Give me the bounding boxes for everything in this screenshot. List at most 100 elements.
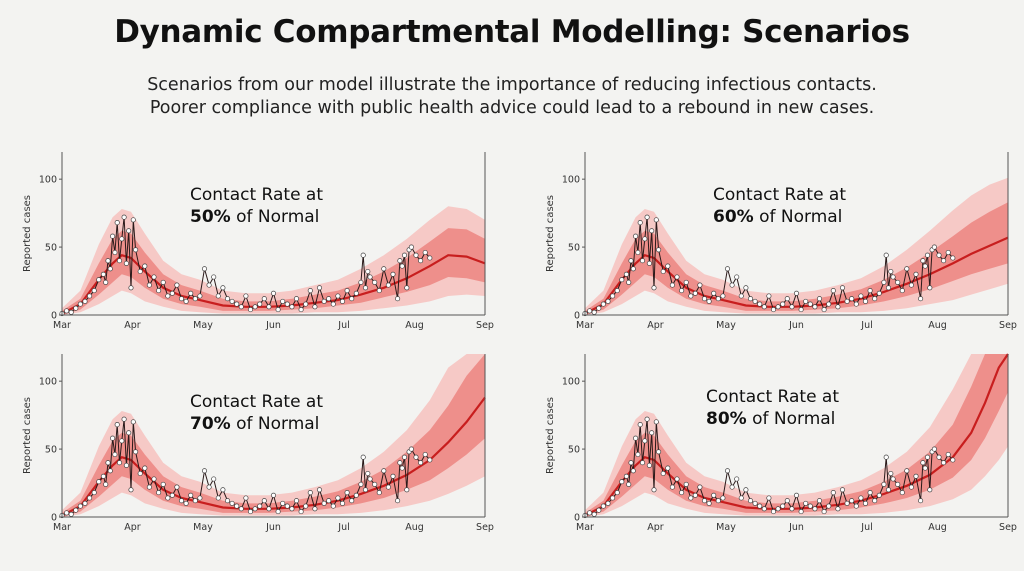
observed-point [107, 468, 113, 474]
observed-point [229, 500, 235, 506]
observed-point [114, 422, 120, 428]
observed-point [770, 509, 777, 515]
scenario-annotation-line2: 60% of Normal [713, 207, 842, 227]
observed-point [918, 498, 924, 504]
observed-point [924, 252, 931, 258]
x-tick-label: May [716, 320, 736, 331]
observed-point [656, 449, 662, 455]
observed-point [924, 454, 931, 460]
y-tick-label: 100 [39, 175, 57, 186]
observed-point [688, 293, 694, 299]
observed-point [816, 498, 823, 504]
observed-point [247, 509, 254, 515]
observed-point [830, 288, 836, 294]
observed-point [215, 495, 221, 501]
observed-point [858, 293, 864, 299]
observed-point [160, 481, 166, 487]
y-tick-label: 0 [51, 311, 57, 322]
observed-point [920, 460, 926, 466]
x-tick-label: Sep [999, 320, 1017, 331]
observed-point [844, 298, 850, 304]
observed-point [427, 457, 433, 463]
observed-point [683, 481, 689, 487]
observed-point [247, 307, 254, 313]
observed-point [591, 309, 597, 315]
observed-point [427, 255, 433, 261]
observed-point [692, 290, 698, 296]
x-tick-label: Apr [647, 320, 664, 331]
observed-point [77, 301, 83, 307]
observed-point [920, 258, 926, 264]
observed-point [307, 288, 313, 294]
observed-point [862, 500, 869, 506]
observed-point [812, 506, 818, 512]
observed-point [178, 498, 185, 504]
observed-point [890, 476, 896, 482]
observed-point [706, 500, 712, 506]
observed-point [275, 509, 281, 515]
observed-point [215, 293, 221, 299]
observed-point [146, 484, 152, 490]
y-axis-label: Reported cases [545, 397, 556, 474]
observed-point [107, 266, 113, 272]
observed-point [385, 484, 391, 490]
observed-point [224, 498, 231, 504]
observed-point [807, 503, 813, 509]
observed-point [798, 307, 804, 313]
observed-point [626, 481, 632, 487]
observed-point [418, 460, 424, 466]
observed-point [376, 288, 382, 294]
observed-point [257, 301, 263, 307]
observed-point [344, 490, 350, 496]
observed-point [312, 506, 318, 512]
median-line [61, 253, 486, 315]
y-tick-label: 0 [574, 311, 580, 322]
observed-point [743, 487, 749, 493]
observed-point [385, 282, 391, 288]
observed-point [752, 298, 758, 304]
observed-point [630, 468, 636, 474]
observed-point [711, 290, 717, 296]
observed-point [422, 451, 428, 458]
observed-point [316, 285, 323, 291]
observed-point [353, 492, 359, 498]
observed-point [637, 422, 643, 428]
observed-point [665, 263, 671, 269]
observed-point [679, 490, 685, 496]
observed-point [316, 487, 323, 493]
observed-point [261, 296, 267, 302]
observed-point [335, 495, 341, 501]
observed-point [413, 252, 419, 258]
observed-point [100, 473, 106, 479]
observed-point [151, 274, 157, 280]
observed-point [738, 293, 744, 299]
observed-point [734, 476, 740, 482]
observed-point [908, 282, 914, 288]
observed-point [103, 481, 109, 487]
observed-point [293, 296, 300, 302]
observed-point [775, 304, 781, 310]
observed-point [669, 282, 675, 288]
x-tick-label: Aug [405, 320, 424, 331]
observed-point [660, 470, 666, 477]
observed-point [656, 247, 662, 253]
observed-point [298, 307, 304, 313]
observed-point [784, 498, 790, 504]
observed-point [146, 282, 152, 288]
observed-point [761, 304, 767, 310]
observed-point [133, 449, 139, 455]
observed-point [922, 263, 928, 269]
observed-point [358, 481, 364, 487]
inner-band [585, 354, 1008, 517]
observed-point [633, 435, 639, 441]
observed-point [626, 279, 632, 285]
observed-point [770, 307, 777, 313]
observed-point [922, 465, 928, 471]
observed-point [224, 296, 231, 302]
observed-point [192, 296, 198, 302]
observed-point [178, 296, 185, 302]
observed-point [121, 214, 127, 220]
observed-point [821, 509, 827, 515]
observed-point [628, 460, 634, 466]
y-tick-label: 50 [568, 445, 580, 456]
